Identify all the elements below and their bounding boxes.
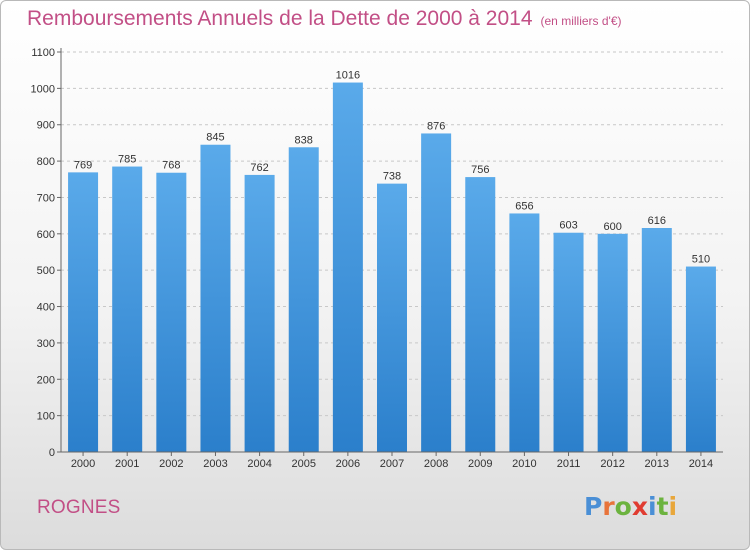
bar-2009 [465,177,496,452]
bar-2007 [377,183,407,453]
y-tick-label: 1100 [31,47,55,59]
value-label-2005: 838 [295,134,313,146]
x-axis-tick-labels: 2000 2001 2002 2003 2004 2005 2006 2007 2008 2009… [71,452,713,470]
x-tick-label: 2010 [512,458,536,470]
bar-2000 [68,172,99,452]
bar-2012 [597,233,628,452]
value-labels: 769 785 768 845 762 838 1016 738 876 756 656 603 600… [74,70,710,266]
x-tick-label: 2014 [689,458,713,470]
value-label-2012: 600 [603,221,621,233]
x-tick-label: 2007 [380,458,404,470]
logo-letter: i [668,492,678,521]
logo-letter: t [656,492,669,521]
logo-letter: i [648,492,657,521]
bars [68,82,716,453]
y-tick-label: 500 [37,265,55,277]
y-tick-label: 200 [37,374,55,386]
x-tick-label: 2004 [247,458,271,470]
x-tick-label: 2001 [115,458,139,470]
y-tick-label: 0 [49,447,55,459]
y-tick-label: 700 [37,192,55,204]
proxiti-logo: Proxiti [584,492,677,521]
x-tick-label: 2009 [468,458,492,470]
x-tick-label: 2003 [203,458,227,470]
bar-2010 [509,213,540,452]
value-label-2008: 876 [427,120,445,132]
bar-2002 [156,172,187,452]
x-tick-label: 2012 [600,458,624,470]
bar-2003 [200,144,231,452]
value-label-2002: 768 [162,160,180,172]
value-label-2013: 616 [648,215,666,227]
x-tick-label: 2006 [336,458,360,470]
bar-2004 [244,174,275,452]
value-label-2003: 845 [206,132,224,144]
value-label-2007: 738 [383,171,401,183]
value-label-2006: 1016 [336,70,360,82]
y-tick-label: 100 [37,411,55,423]
value-label-2000: 769 [74,159,92,171]
y-tick-label: 300 [37,338,55,350]
bar-2014 [685,266,716,452]
value-label-2014: 510 [692,254,710,266]
chart-subtitle: (en milliers d'€) [540,14,622,28]
y-tick-label: 900 [37,120,55,132]
bar-2006 [332,82,363,452]
y-tick-label: 800 [37,156,55,168]
value-label-2004: 762 [250,162,268,174]
value-label-2011: 603 [559,220,577,232]
x-tick-label: 2000 [71,458,95,470]
logo-letter: o [614,492,632,521]
bar-2005 [288,147,319,453]
chart-title: Remboursements Annuels de la Dette de 20… [27,7,622,31]
y-tick-label: 400 [37,302,55,314]
x-tick-label: 2002 [159,458,183,470]
x-tick-label: 2005 [291,458,315,470]
y-axis-tick-labels: 0 100 200 300 400 500 600 700 800 900 1000 1100 [31,47,61,459]
x-tick-label: 2013 [645,458,669,470]
chart-title-text: Remboursements Annuels de la Dette de 20… [27,7,533,30]
logo-letter: P [584,492,603,521]
bar-2001 [112,166,143,452]
y-tick-label: 600 [37,229,55,241]
value-label-2001: 785 [118,154,136,166]
commune-name: ROGNES [37,497,121,518]
bar-2008 [421,133,452,453]
bar-2011 [553,232,584,452]
y-tick-label: 1000 [31,83,55,95]
value-label-2010: 656 [515,200,533,212]
logo-letter: x [631,492,648,521]
x-tick-label: 2011 [557,458,581,470]
value-label-2009: 756 [471,164,489,176]
bar-2013 [641,228,672,452]
x-tick-label: 2008 [424,458,448,470]
logo-letter: r [602,492,615,521]
